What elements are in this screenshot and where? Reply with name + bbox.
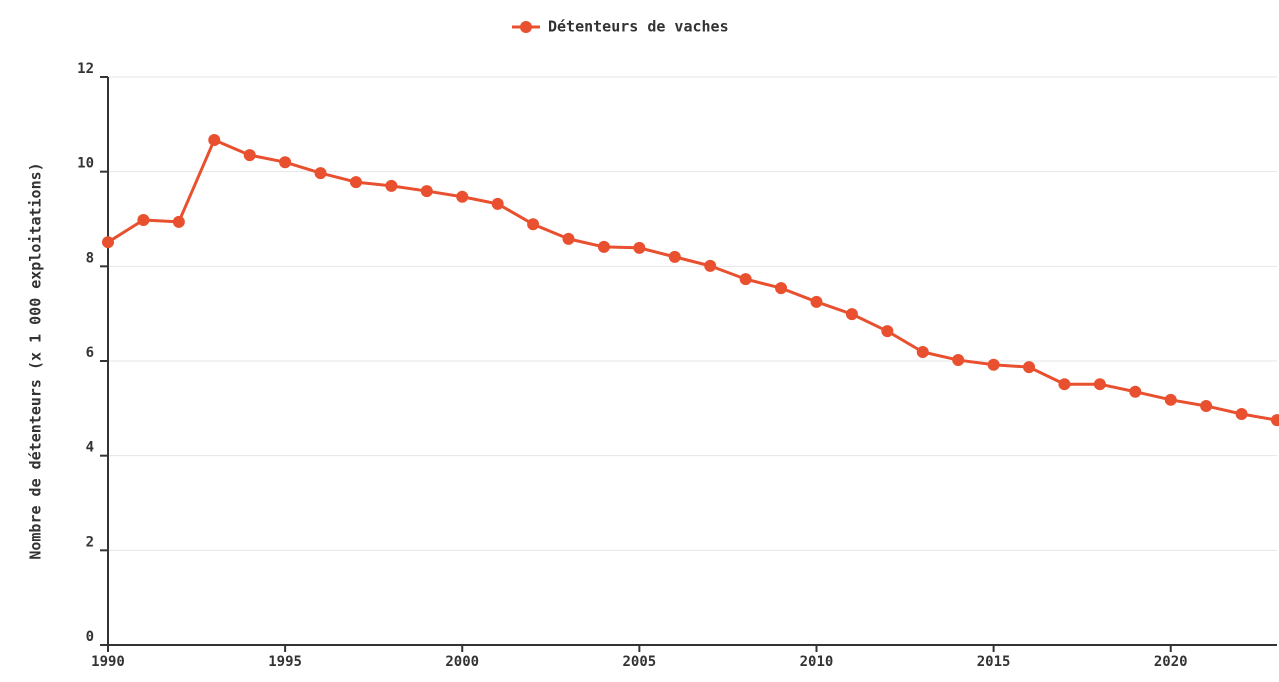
- data-point: [208, 133, 221, 146]
- data-point: [952, 354, 965, 367]
- data-point: [385, 179, 398, 192]
- y-tick-label: 12: [77, 61, 94, 77]
- data-point: [1164, 393, 1177, 406]
- data-point: [1023, 361, 1036, 374]
- legend-marker: [520, 21, 532, 33]
- series-line: [107, 138, 1278, 422]
- x-tick-label: 2000: [445, 654, 479, 670]
- data-point: [597, 240, 610, 253]
- data-point: [881, 325, 894, 338]
- data-point: [1235, 408, 1248, 421]
- y-tick-label: 6: [86, 345, 94, 361]
- y-axis-label: Nombre de détenteurs (x 1 000 exploitati…: [27, 162, 45, 559]
- x-tick-label: 1990: [91, 654, 125, 670]
- data-point: [527, 218, 540, 231]
- data-point: [775, 282, 788, 295]
- x-tick-label: 1995: [268, 654, 302, 670]
- data-point: [491, 197, 504, 210]
- y-tick-label: 2: [86, 534, 94, 550]
- data-point: [845, 308, 858, 321]
- data-point: [279, 156, 292, 169]
- y-tick-label: 4: [86, 440, 94, 456]
- legend-label: Détenteurs de vaches: [548, 18, 729, 36]
- data-point: [1271, 414, 1279, 427]
- data-point: [1058, 378, 1071, 391]
- data-point: [668, 250, 681, 263]
- x-tick-label: 2015: [977, 654, 1011, 670]
- data-point: [314, 167, 327, 180]
- data-point: [810, 295, 823, 308]
- y-tick-label: 8: [86, 250, 94, 266]
- data-point: [349, 176, 362, 189]
- y-tick-label: 10: [77, 156, 94, 172]
- data-point: [456, 190, 469, 203]
- data-point: [704, 259, 717, 272]
- data-point: [243, 149, 256, 162]
- data-point: [916, 346, 929, 359]
- data-point: [739, 273, 752, 286]
- data-point: [420, 185, 433, 198]
- x-tick-label: 2005: [623, 654, 657, 670]
- data-point: [102, 236, 114, 249]
- data-point: [987, 358, 1000, 371]
- data-point: [1200, 399, 1213, 412]
- data-point: [1129, 385, 1142, 398]
- data-point: [633, 241, 646, 254]
- y-tick-label: 0: [86, 629, 94, 645]
- data-point: [562, 232, 575, 245]
- x-tick-label: 2010: [800, 654, 834, 670]
- data-point: [137, 213, 150, 226]
- data-point: [172, 215, 185, 228]
- x-tick-label: 2020: [1154, 654, 1188, 670]
- data-point: [1093, 378, 1106, 391]
